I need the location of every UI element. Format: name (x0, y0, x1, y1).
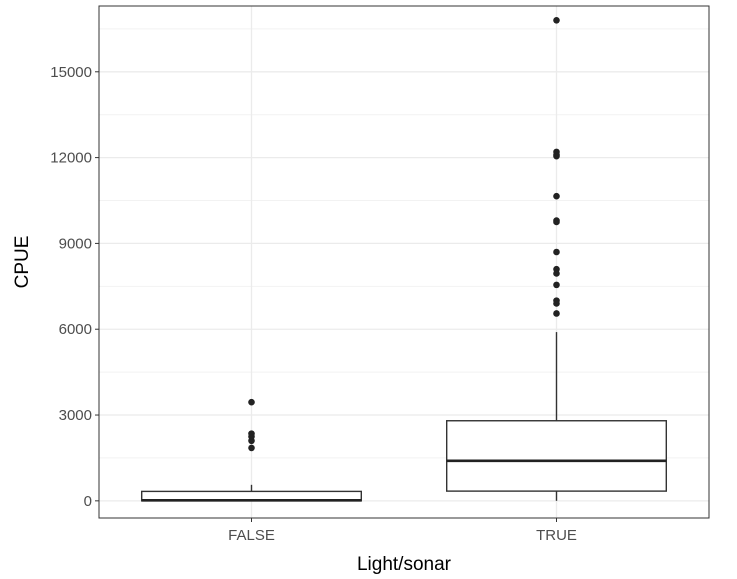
x-tick-label: FALSE (228, 527, 275, 544)
y-tick-label: 6000 (59, 321, 92, 338)
outlier-point (553, 297, 560, 304)
axis-layer: 0 3000 6000 9000 12000 15000 FALSE TRUE (50, 64, 577, 544)
outlier-point (553, 217, 560, 224)
y-tick-label: 15000 (50, 64, 92, 81)
outlier-point (553, 192, 560, 200)
outlier-point (553, 265, 560, 273)
panel-border (98, 5, 710, 519)
x-tick-label: TRUE (536, 527, 577, 544)
y-tick-label: 0 (84, 493, 92, 510)
outlier-point (248, 430, 255, 437)
outlier-point (553, 310, 560, 317)
y-tick-label: 3000 (59, 407, 92, 424)
x-axis-title: Light/sonar (357, 554, 452, 575)
iqr-box (446, 420, 668, 492)
outlier-point (553, 17, 560, 24)
outlier-point (248, 444, 255, 452)
outlier-point (553, 248, 560, 256)
y-tick-label: 12000 (50, 150, 92, 167)
y-tick-label: 9000 (59, 235, 92, 252)
outlier-point (553, 148, 560, 156)
data-layer (140, 17, 668, 502)
y-axis-title: CPUE (12, 236, 33, 289)
outlier-point (248, 398, 255, 406)
outlier-point (553, 281, 560, 289)
